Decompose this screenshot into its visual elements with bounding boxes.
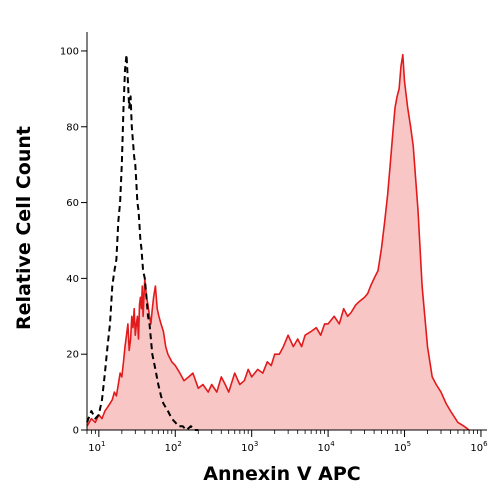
x-tick-label: 106 — [470, 440, 488, 454]
x-tick-label: 103 — [241, 440, 258, 454]
y-axis-title: Relative Cell Count — [13, 126, 35, 330]
x-tick-label: 104 — [318, 440, 336, 454]
sample-histogram-fill — [87, 54, 470, 430]
y-tick-label: 20 — [66, 350, 79, 361]
x-tick-label: 102 — [165, 440, 182, 454]
x-tick-label: 101 — [88, 440, 105, 454]
y-tick-label: 40 — [66, 274, 79, 285]
y-tick-label: 80 — [66, 122, 79, 133]
sample-histogram-line — [86, 53, 470, 431]
x-tick-label: 105 — [394, 440, 411, 454]
plot-area — [86, 53, 470, 431]
y-tick-label: 100 — [60, 46, 79, 57]
y-tick-label: 60 — [66, 198, 79, 209]
y-tick-label: 0 — [73, 426, 79, 437]
x-axis-title: Annexin V APC — [203, 463, 360, 485]
axes: 0 20 40 60 80 100 101 102 103 104 105 106 — [60, 32, 488, 454]
